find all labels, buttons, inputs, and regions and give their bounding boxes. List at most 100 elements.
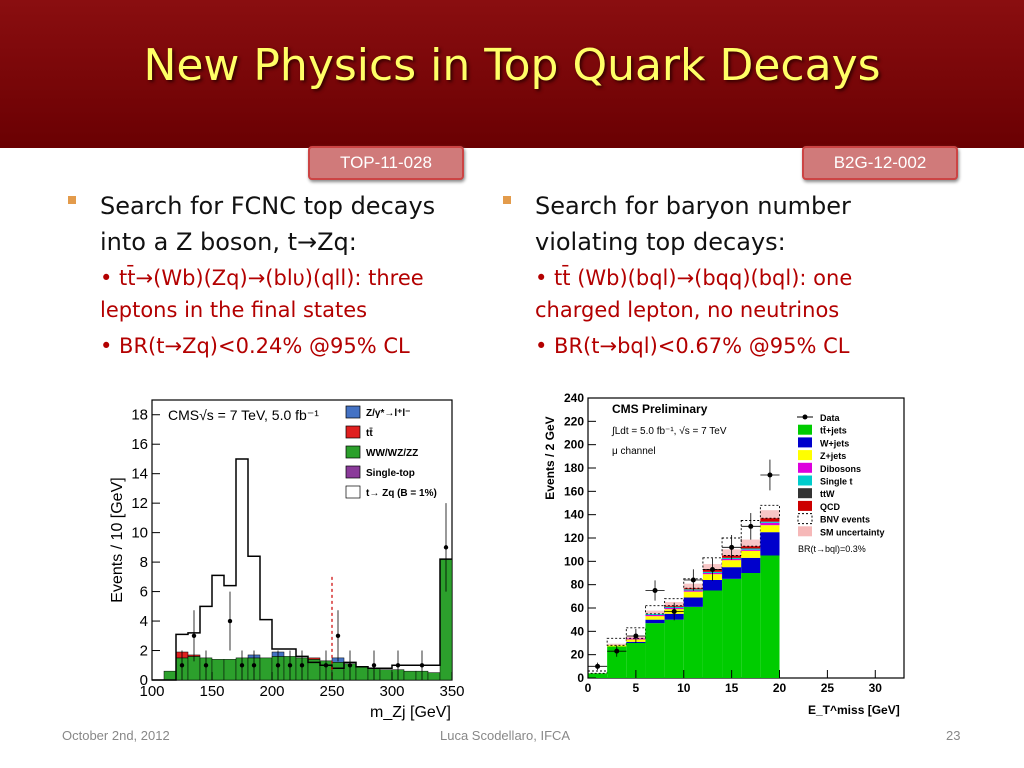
right-sub-line2: charged lepton, no neutrinos [535, 298, 840, 322]
right-sub-line1: • tt̄ (Wb)(bql)→(bqq)(bql): one [535, 266, 853, 290]
bar-wjets [722, 567, 742, 579]
x-tick-label: 10 [677, 681, 691, 695]
y-tick-label: 20 [571, 648, 585, 662]
left-main-line1: Search for FCNC top decays [100, 192, 436, 220]
legend-label: Single-top [366, 468, 415, 479]
legend-swatch [345, 485, 361, 499]
bar-ttjets [645, 623, 665, 678]
left-sub-line1: • tt̄→(Wb)(Zq)→(blυ)(qll): three [100, 266, 424, 290]
y-tick-label: 140 [564, 508, 584, 522]
y-tick-label: 0 [577, 671, 584, 685]
bar-dibosons [645, 615, 665, 617]
right-column: Search for baryon number violating top d… [503, 188, 943, 364]
x-tick-label: 200 [259, 683, 284, 700]
x-tick-label: 30 [869, 681, 883, 695]
bar-ttjets [683, 606, 703, 678]
y-tick-label: 10 [131, 525, 148, 542]
legend-swatch [798, 475, 812, 486]
y-tick-label: 200 [564, 438, 584, 452]
legend-swatch [798, 437, 812, 448]
y-tick-label: 220 [564, 414, 584, 428]
slide-title: New Physics in Top Quark Decays [143, 40, 881, 91]
legend-swatch [802, 414, 808, 420]
legend-label: BNV events [820, 515, 870, 525]
data-point [251, 663, 257, 668]
data-point [633, 633, 639, 639]
data-point [419, 663, 425, 668]
bar-zjets [645, 616, 665, 620]
right-main-line1: Search for baryon number [535, 192, 851, 220]
x-axis-label: m_Zj [GeV] [370, 704, 451, 721]
y-tick-label: 4 [140, 613, 148, 630]
x-tick-label: 5 [633, 681, 640, 695]
data-point [443, 545, 449, 550]
bar-dibosons [760, 522, 780, 526]
data-point [767, 472, 773, 478]
bar-qcd [760, 518, 780, 522]
bar-wwwzzz [427, 672, 441, 681]
y-tick-label: 100 [564, 554, 584, 568]
legend-label: Z/γ*→l⁺l⁻ [366, 408, 410, 419]
right-sub-line3: • BR(t→bql)<0.67% @95% CL [535, 334, 850, 358]
bar-wwwzzz [331, 662, 345, 681]
data-point [595, 663, 601, 669]
bar-wwwzzz [355, 666, 369, 681]
data-point [371, 663, 377, 668]
y-tick-label: 180 [564, 461, 584, 475]
x-tick-label: 100 [139, 683, 164, 700]
bnv-events [664, 598, 685, 607]
x-tick-label: 250 [319, 683, 344, 700]
bar-wwwzzz [379, 669, 393, 681]
sm-uncertainty [760, 510, 780, 519]
right-main-line2: violating top decays: [535, 228, 786, 256]
sm-uncertainty [645, 610, 665, 614]
x-tick-label: 300 [379, 683, 404, 700]
chart-title: CMS Preliminary [612, 402, 708, 416]
bar-ttjets [760, 555, 780, 678]
legend-label: WW/WZ/ZZ [366, 448, 418, 459]
left-main-line2: into a Z boson, t→Zq: [100, 228, 357, 256]
bar-singlet [741, 548, 761, 550]
legend-label: tt̄+jets [820, 426, 847, 436]
y-tick-label: 8 [140, 554, 148, 571]
y-tick-label: 120 [564, 531, 584, 545]
y-tick-label: 80 [571, 578, 585, 592]
bar-ttjets [741, 573, 761, 678]
bar-zjets [683, 591, 703, 598]
data-point [275, 663, 281, 668]
data-point [323, 663, 329, 668]
legend-swatch [798, 424, 812, 435]
bar-singlet [760, 521, 780, 523]
sm-uncertainty [741, 539, 761, 547]
data-point [614, 648, 620, 654]
data-point [287, 663, 293, 668]
bar-singlet [645, 613, 665, 615]
y-tick-label: 240 [564, 391, 584, 405]
bar-dibosons [683, 590, 703, 592]
legend-label: W+jets [820, 438, 849, 448]
data-point [227, 618, 233, 624]
footer-page: 23 [946, 728, 961, 743]
y-tick-label: 14 [131, 466, 148, 483]
legend-swatch [798, 526, 812, 537]
chart-title: CMS√s = 7 TeV, 5.0 fb⁻¹ [168, 407, 319, 423]
bar-ttjets [607, 646, 627, 678]
data-point [203, 663, 209, 668]
title-bar: New Physics in Top Quark Decays [0, 0, 1024, 148]
y-tick-label: 16 [131, 436, 148, 453]
bullet-marker [503, 196, 511, 204]
legend-swatch [797, 513, 813, 525]
sm-uncertainty [607, 643, 627, 646]
data-point [299, 663, 305, 668]
bar-wjets [683, 597, 703, 607]
footer-author: Luca Scodellaro, IFCA [440, 728, 571, 743]
bar-wwwzzz [403, 670, 417, 681]
bar-zjets [722, 560, 742, 568]
y-tick-label: 6 [140, 584, 148, 601]
y-tick-label: 18 [131, 407, 148, 424]
x-axis-label: E_T^miss [GeV] [808, 703, 900, 717]
bar-ttjets [626, 643, 646, 678]
bnv-events [606, 637, 627, 646]
data-point [671, 609, 677, 614]
bullet-marker [68, 196, 76, 204]
